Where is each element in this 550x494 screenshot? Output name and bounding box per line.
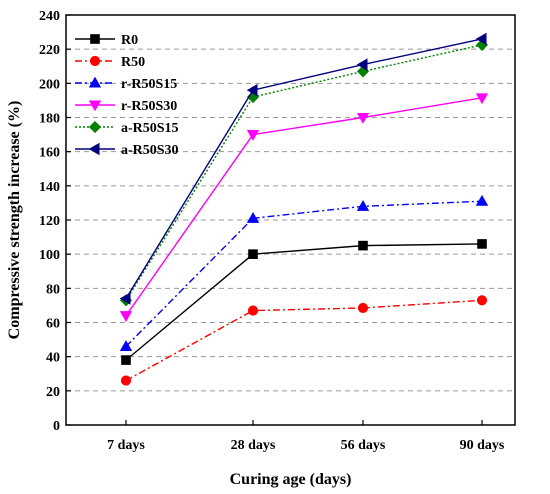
data-point [89,55,101,67]
legend-entry: a-R50S30 [75,142,179,158]
x-axis-title: Curing age (days) [230,471,352,488]
data-point [358,240,368,251]
y-tick-label: 160 [39,146,60,161]
data-point [356,112,370,124]
legend-label: a-R50S15 [121,121,179,136]
y-tick-label: 0 [53,419,60,434]
legend-label: R0 [121,33,138,48]
x-tick-label: 7 days [107,438,145,453]
data-point [246,130,260,141]
y-tick-label: 100 [39,248,60,263]
data-point [90,34,100,44]
data-point [357,302,369,314]
data-point [88,142,100,156]
data-point [120,375,132,386]
series-R0 [121,239,487,365]
data-point [475,194,489,206]
x-tick-label: 28 days [231,438,276,453]
series-a-R50S30 [119,32,487,305]
data-point [88,76,102,88]
data-point [475,32,487,46]
y-tick-label: 120 [39,214,60,229]
data-point [246,83,258,97]
series-line [125,38,483,299]
y-tick-label: 40 [46,351,60,366]
y-tick-label: 220 [39,43,60,58]
series-line [125,200,483,347]
x-tick-label: 56 days [341,438,386,453]
data-point [119,292,131,305]
y-tick-label: 200 [39,77,60,92]
y-tick-label: 240 [39,9,60,24]
data-point [119,311,133,322]
legend-label: r-R50S30 [121,99,177,114]
data-point [247,305,259,316]
y-tick-label: 80 [46,282,60,297]
legend-entry: r-R50S15 [75,76,177,92]
data-point [88,120,102,134]
series-line [125,97,483,317]
data-point [246,211,260,223]
data-point [356,200,370,211]
series-layer [119,32,489,386]
y-tick-label: 60 [46,317,60,332]
series-line [125,243,483,361]
series-r-R50S15 [119,194,489,351]
data-point [121,355,131,365]
data-point [88,100,102,112]
legend-entry: r-R50S30 [75,99,177,114]
y-axis-title: Compressive strength increase (%) [6,101,23,340]
legend-label: R50 [121,55,145,70]
data-point [248,249,258,259]
data-point [475,93,489,105]
series-R50 [120,295,488,386]
y-tick-label: 140 [39,180,60,195]
data-point [356,58,368,71]
grid-lines [66,48,515,392]
legend-entry: R0 [75,33,138,48]
y-tick-label: 180 [39,112,60,127]
legend-entry: R50 [75,55,145,70]
x-tick-label: 90 days [460,438,505,453]
axes: 0 20 40 60 80 100 120 140 160 180 200 220 240 7 days 2… [39,9,505,453]
data-point [477,239,487,249]
series-line [125,44,483,301]
data-point [476,295,488,306]
series-r-R50S30 [119,93,489,322]
legend: R0 R50 r-R50S15 r-R50S30 a-R50S15 a-R50S30 [75,33,179,158]
legend-label: a-R50S30 [121,143,179,158]
legend-entry: a-R50S15 [75,120,179,136]
legend-label: r-R50S15 [121,77,177,92]
data-point [119,340,133,351]
y-tick-label: 20 [46,385,60,400]
series-line [125,299,483,382]
